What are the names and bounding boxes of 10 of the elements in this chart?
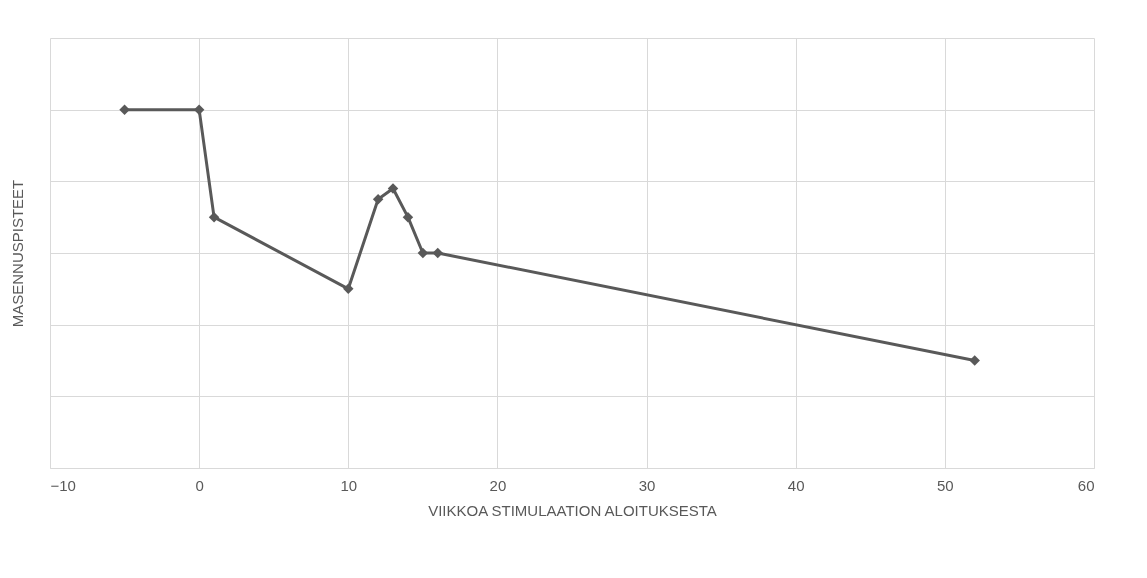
x-tick-label: 10 <box>340 476 358 494</box>
x-tick-label: 60 <box>1077 476 1095 494</box>
x-tick-label: 30 <box>638 476 656 494</box>
y-axis-title: MASENNUSPISTEET <box>8 179 26 328</box>
x-tick-label: 40 <box>787 476 805 494</box>
x-axis-title: VIIKKOA STIMULAATION ALOITUKSESTA <box>428 501 717 519</box>
x-tick-label: 50 <box>937 476 954 494</box>
x-tick-label: −10 <box>50 476 76 494</box>
x-tick-label: 0 <box>195 476 204 494</box>
x-tick-label: 20 <box>489 476 507 494</box>
